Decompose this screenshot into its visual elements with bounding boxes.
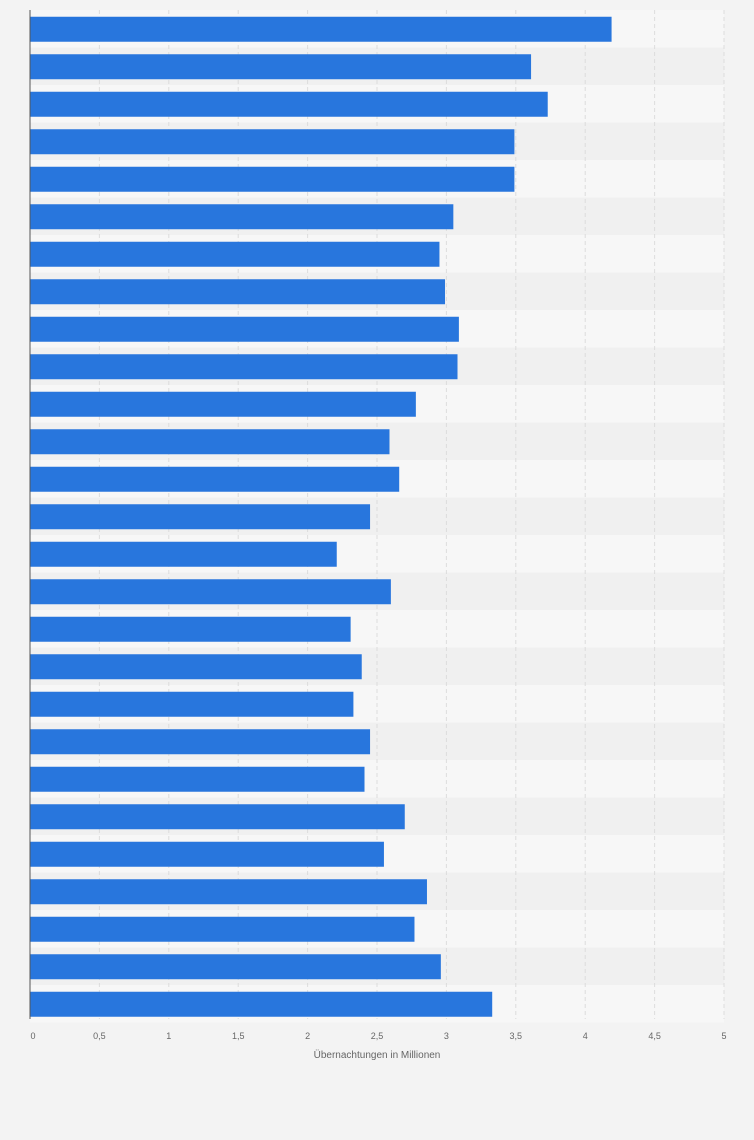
bar[interactable] — [30, 729, 371, 755]
x-tick-label: 3 — [444, 1031, 449, 1041]
bar[interactable] — [30, 579, 391, 605]
bar[interactable] — [30, 204, 454, 230]
x-tick-label: 1,5 — [232, 1031, 245, 1041]
bar[interactable] — [30, 91, 548, 117]
bar[interactable] — [30, 166, 515, 192]
bar[interactable] — [30, 804, 405, 830]
bar[interactable] — [30, 241, 440, 267]
x-tick-label: 5 — [721, 1031, 726, 1041]
bar[interactable] — [30, 391, 416, 417]
bar[interactable] — [30, 691, 354, 717]
bar[interactable] — [30, 879, 427, 905]
bar[interactable] — [30, 916, 415, 942]
x-tick-label: 4 — [583, 1031, 588, 1041]
bar[interactable] — [30, 504, 371, 530]
bar[interactable] — [30, 654, 362, 680]
x-tick-label: 0,5 — [93, 1031, 106, 1041]
bar[interactable] — [30, 841, 384, 867]
bar[interactable] — [30, 954, 441, 980]
bars — [30, 16, 612, 1017]
x-axis-ticks: 0 0,5 1 1,5 2 2,5 3 3,5 4 4,5 5 — [30, 1031, 726, 1041]
bar[interactable] — [30, 541, 337, 567]
x-tick-label: 3,5 — [510, 1031, 523, 1041]
bar[interactable] — [30, 316, 459, 342]
x-tick-label: 1 — [166, 1031, 171, 1041]
bar[interactable] — [30, 766, 365, 792]
bar[interactable] — [30, 279, 446, 305]
x-tick-label: 2,5 — [371, 1031, 384, 1041]
bar[interactable] — [30, 429, 390, 455]
bar[interactable] — [30, 16, 612, 42]
x-tick-label: 0 — [30, 1031, 35, 1041]
bar[interactable] — [30, 354, 458, 380]
bar[interactable] — [30, 616, 351, 642]
x-axis-title: Übernachtungen in Millionen — [314, 1049, 441, 1061]
bar[interactable] — [30, 466, 400, 492]
x-tick-label: 2 — [305, 1031, 310, 1041]
bar[interactable] — [30, 129, 515, 155]
x-tick-label: 4,5 — [648, 1031, 661, 1041]
bar[interactable] — [30, 991, 493, 1017]
bar[interactable] — [30, 54, 532, 80]
